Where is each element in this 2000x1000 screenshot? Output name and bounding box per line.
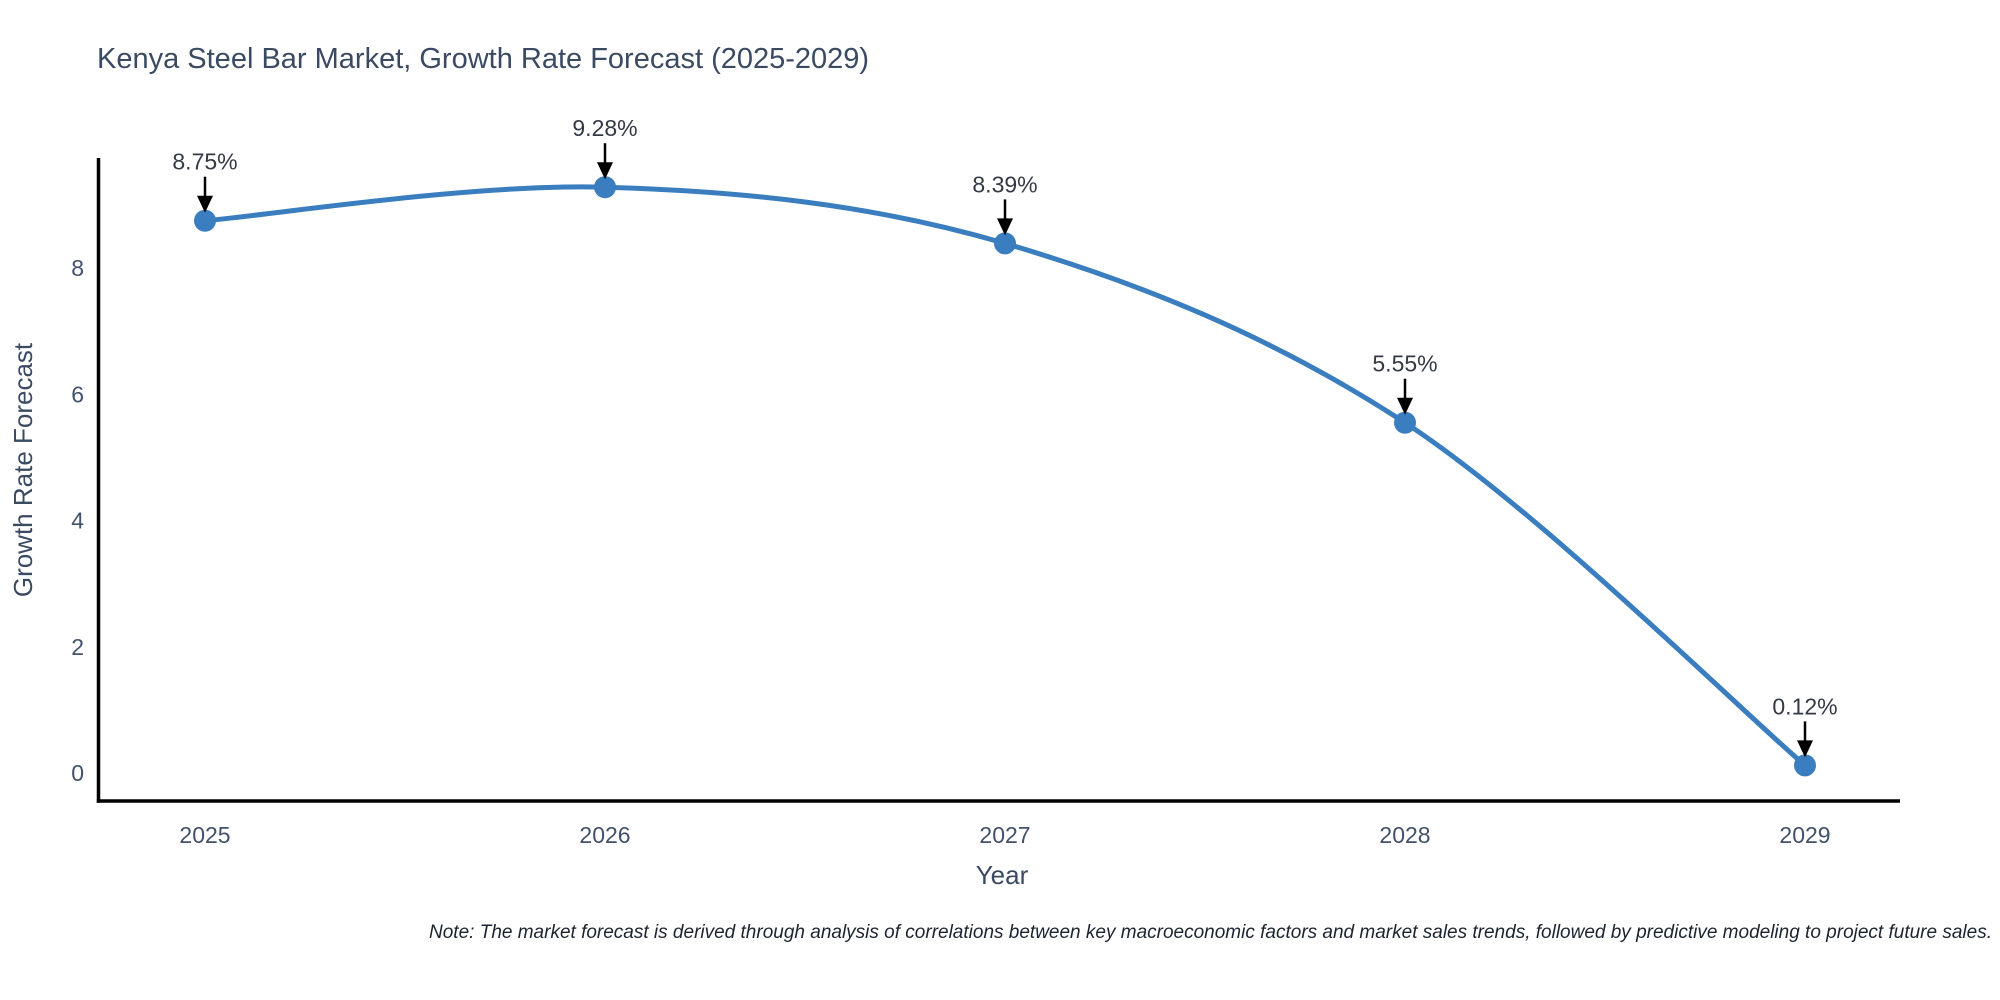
- y-axis-tick-labels: 0 2 4 6 8: [71, 255, 84, 786]
- x-tick-label: 2028: [1379, 822, 1430, 848]
- annotation-arrow-head: [1397, 397, 1413, 415]
- x-tick-label: 2029: [1779, 822, 1830, 848]
- data-point-marker: [1794, 754, 1816, 777]
- x-tick-label: 2026: [579, 822, 630, 848]
- y-tick-label: 8: [71, 255, 84, 281]
- annotation-arrow-head: [597, 162, 613, 180]
- x-axis-title: Year: [976, 860, 1029, 890]
- data-point-marker: [594, 176, 616, 199]
- annotation-arrow-head: [1797, 740, 1813, 758]
- point-annotation: 8.75%: [172, 149, 238, 213]
- data-point-marker: [1394, 411, 1416, 434]
- data-point-marker: [994, 232, 1016, 255]
- x-axis-tick-labels: 2025 2026 2027 2028 2029: [179, 822, 1830, 848]
- point-value-label: 9.28%: [572, 115, 637, 141]
- chart-title: Kenya Steel Bar Market, Growth Rate Fore…: [97, 43, 869, 75]
- y-tick-label: 0: [71, 760, 84, 786]
- point-annotation: 5.55%: [1372, 351, 1438, 415]
- point-annotation: 0.12%: [1772, 693, 1838, 758]
- data-point-marker: [194, 209, 216, 232]
- x-tick-label: 2025: [179, 822, 230, 848]
- x-tick-label: 2027: [979, 822, 1030, 848]
- point-annotation: 9.28%: [572, 115, 638, 180]
- annotation-arrow-head: [997, 218, 1013, 236]
- point-annotation: 8.39%: [972, 171, 1038, 236]
- series-group: [194, 176, 1816, 777]
- y-axis-title: Growth Rate Forecast: [8, 342, 38, 597]
- annotation-arrow-head: [197, 195, 213, 213]
- y-tick-label: 4: [71, 508, 84, 534]
- footnote: Note: The market forecast is derived thr…: [429, 922, 1992, 943]
- point-annotations: 8.75% 9.28% 8.39% 5.55% 0.12%: [172, 115, 1838, 758]
- point-value-label: 0.12%: [1772, 693, 1837, 719]
- y-tick-label: 6: [71, 381, 84, 407]
- point-value-label: 8.39%: [972, 171, 1037, 197]
- point-value-label: 5.55%: [1372, 351, 1437, 377]
- series-line: [202, 184, 1808, 768]
- y-tick-label: 2: [71, 634, 84, 660]
- point-value-label: 8.75%: [172, 149, 237, 175]
